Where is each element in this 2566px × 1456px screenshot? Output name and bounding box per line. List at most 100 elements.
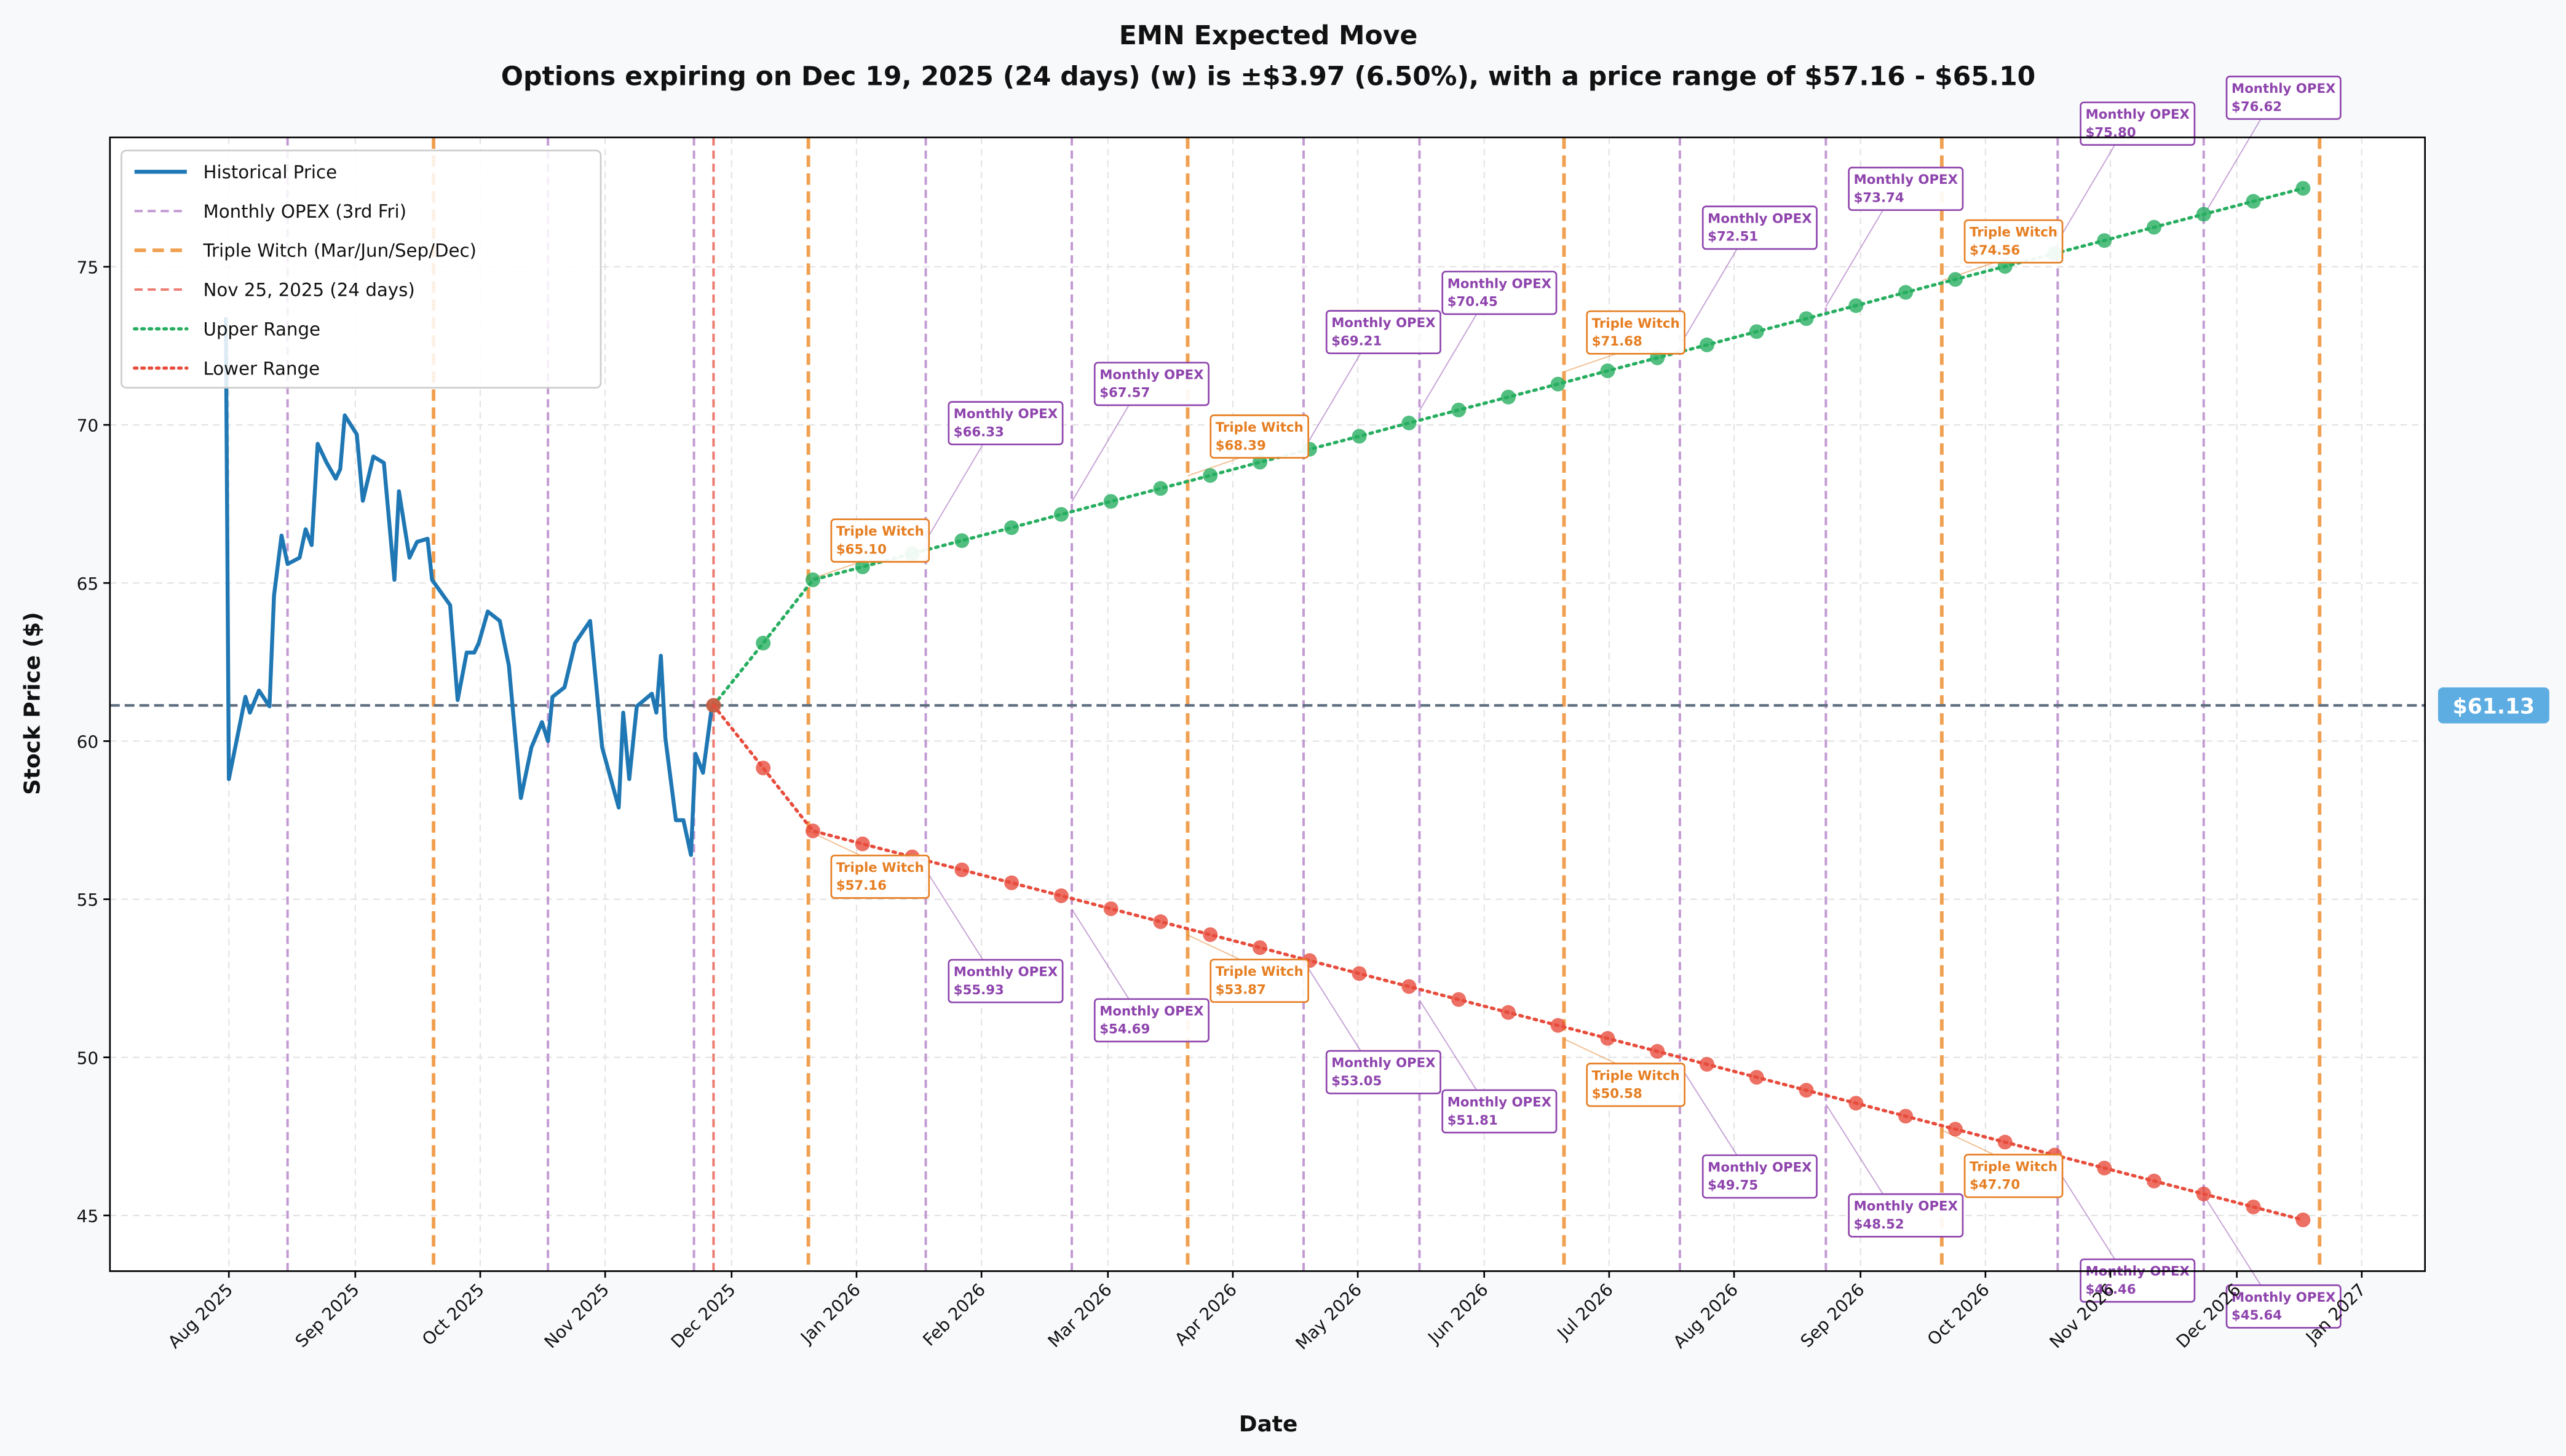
annotation-box [1325, 1050, 1441, 1094]
point [1997, 1134, 2013, 1150]
point [1153, 481, 1168, 496]
annotation: Monthly OPEX $76.62 [2225, 76, 2342, 120]
annotation: Monthly OPEX $70.45 [1441, 271, 1558, 315]
point [1203, 927, 1218, 943]
point [1401, 979, 1417, 994]
annotation-label: Monthly OPEX [1447, 1095, 1551, 1110]
legend-label: Monthly OPEX (3rd Fri) [203, 201, 406, 222]
annotation-box [1586, 1062, 1685, 1107]
annotation: Triple Witch $57.16 [830, 854, 930, 899]
annotation-box [2080, 101, 2196, 146]
annotation-label: Triple Witch [1216, 964, 1304, 979]
annotation-connector [2203, 119, 2262, 216]
point [1700, 337, 1714, 352]
annotation: Monthly OPEX $72.51 [1701, 205, 1818, 250]
annotation-label: Triple Witch [836, 860, 924, 876]
point [1451, 992, 1467, 1007]
annotation-label: Monthly OPEX [2086, 107, 2190, 122]
annotation-label: Monthly OPEX [1331, 315, 1435, 331]
legend-label: Upper Range [203, 318, 320, 339]
annotation: Monthly OPEX $54.69 [1093, 998, 1210, 1043]
point [1500, 389, 1516, 405]
point [805, 823, 820, 839]
point [805, 572, 820, 588]
point [855, 836, 870, 852]
y-tick-label: 70 [77, 416, 99, 436]
annotation-box [1441, 1089, 1558, 1134]
annotation: Monthly OPEX $55.93 [948, 959, 1064, 1003]
current-price: $61.13 [109, 687, 2549, 724]
y-tick-label: 60 [77, 732, 99, 752]
point [1600, 363, 1615, 379]
annotation: Monthly OPEX$75.80 [2080, 101, 2196, 146]
point [1153, 914, 1168, 929]
y-tick-label: 45 [77, 1206, 99, 1226]
point [2295, 181, 2311, 196]
annotation-value: $47.70 [1970, 1177, 2020, 1193]
point [1004, 875, 1020, 890]
annotation-label: Triple Witch [1970, 1159, 2057, 1174]
chart-title: EMN Expected Move [1119, 20, 1418, 51]
point [1799, 1083, 1814, 1098]
annotation-box [1325, 310, 1441, 354]
y-tick-label: 55 [77, 890, 99, 910]
annotation-connector [925, 444, 984, 542]
annotation-connector [1825, 1104, 1884, 1195]
annotation-connector [1187, 934, 1240, 960]
y-tick-label: 65 [77, 574, 99, 594]
point [1253, 940, 1267, 956]
annotation: Monthly OPEX $73.74 [1848, 167, 1964, 212]
point [1947, 272, 1963, 287]
annotation: Triple Witch $65.10 [830, 518, 930, 563]
annotation-label: Monthly OPEX [1854, 172, 1958, 188]
annotation-label: Triple Witch [836, 524, 924, 539]
y-tick-label: 50 [77, 1048, 99, 1068]
annotation-box [1093, 998, 1210, 1043]
annotation-connector [1419, 314, 1478, 411]
annotation: Monthly OPEX$46.46 [2080, 1258, 2196, 1303]
y-axis-label: Stock Price ($) [20, 612, 45, 795]
annotation: Monthly OPEX $67.57 [1093, 362, 1210, 406]
point [2097, 1160, 2112, 1176]
annotation-label: Monthly OPEX [954, 965, 1058, 980]
annotation-value: $65.10 [836, 542, 887, 557]
annotation-value: $55.93 [954, 983, 1004, 998]
point [1550, 376, 1566, 392]
annotation-connector [1679, 248, 1738, 346]
point [1600, 1031, 1615, 1046]
annotation-value: $48.52 [1854, 1217, 1904, 1232]
point [2147, 1173, 2162, 1189]
annotation-label: Monthly OPEX [1447, 276, 1551, 291]
annotation: Monthly OPEX $49.75 [1701, 1154, 1818, 1199]
annotation-value: $71.68 [1592, 334, 1642, 349]
annotation-label: Monthly OPEX [1854, 1199, 1958, 1214]
annotation-box [1963, 219, 2064, 264]
annotation-label: Monthly OPEX [1708, 1160, 1812, 1175]
annotation-label: Monthly OPEX [1331, 1056, 1435, 1071]
annotation: Triple Witch $68.39 [1210, 414, 1309, 459]
point [2196, 207, 2211, 222]
legend-box [121, 149, 602, 389]
annotation-value: $50.58 [1592, 1086, 1642, 1102]
point [1451, 402, 1467, 417]
annotation-box [1586, 310, 1685, 355]
annotation-box [2080, 1258, 2196, 1303]
annotation: Triple Witch $47.70 [1963, 1153, 2064, 1198]
point [756, 635, 771, 651]
annotation-value: $73.74 [1854, 190, 1904, 205]
legend-label: Triple Witch (Mar/Jun/Sep/Dec) [202, 240, 477, 261]
annotation-connector [2057, 144, 2116, 242]
annotation-value: $53.87 [1216, 982, 1266, 997]
annotation-label: Monthly OPEX [954, 406, 1058, 422]
annotation-label: Monthly OPEX [1099, 1003, 1203, 1019]
annotation: Monthly OPEX $69.21 [1325, 310, 1441, 354]
legend-label: Lower Range [203, 358, 320, 379]
point [1203, 468, 1218, 483]
annotation: Monthly OPEX $45.64 [2225, 1284, 2342, 1329]
annotation-value: $54.69 [1099, 1022, 1150, 1037]
point [2246, 1199, 2261, 1214]
legend: Historical Price Monthly OPEX (3rd Fri) Tr… [121, 149, 602, 389]
point [1700, 1057, 1714, 1072]
annotation: Monthly OPEX $53.05 [1325, 1050, 1441, 1094]
